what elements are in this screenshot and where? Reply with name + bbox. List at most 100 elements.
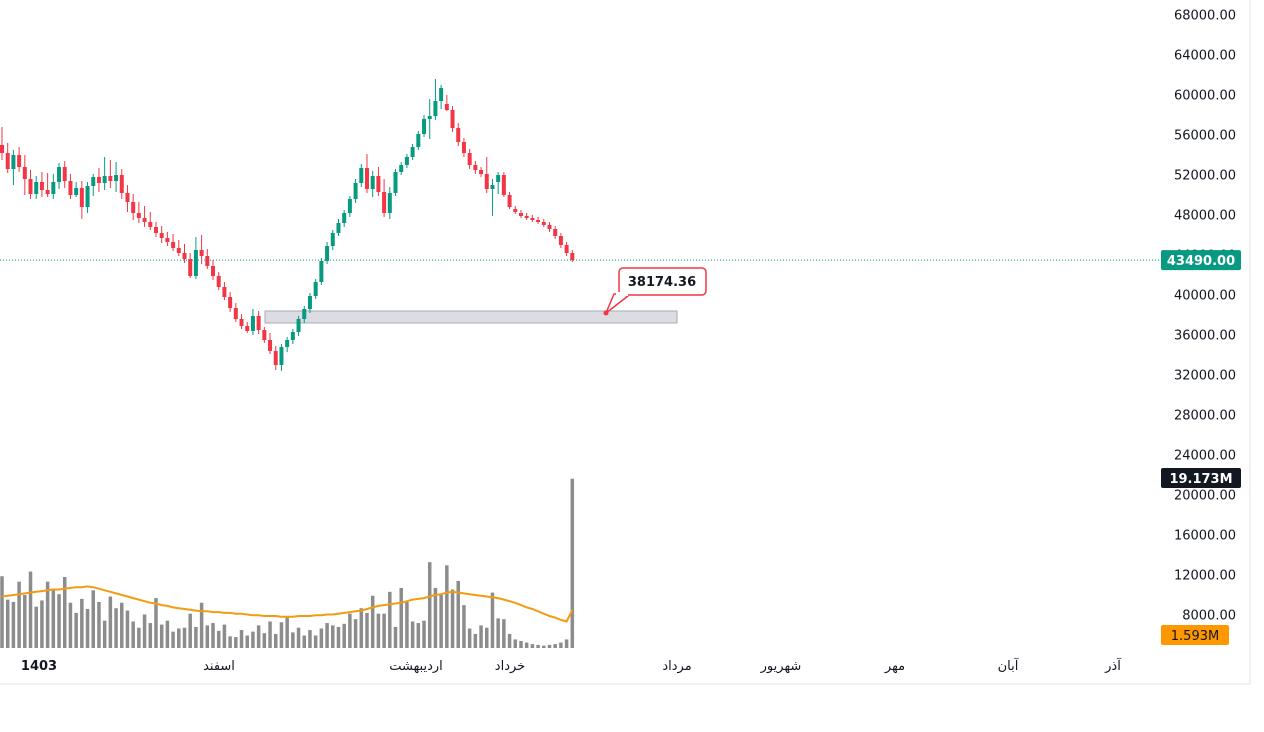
volume-bar <box>228 636 232 648</box>
support-zone-rect[interactable] <box>264 310 678 324</box>
volume-bar <box>11 601 16 648</box>
candle <box>250 309 255 335</box>
volume-bar <box>502 619 506 648</box>
volume-ma-badge: 1.593M <box>1161 625 1229 645</box>
candle <box>467 149 472 169</box>
volume-bar <box>296 627 301 648</box>
x-tick-label: اردیبهشت <box>389 659 443 674</box>
candle <box>216 272 221 290</box>
candle <box>444 95 449 111</box>
volume-bar <box>188 613 192 648</box>
volume-bar <box>45 581 50 648</box>
candle <box>382 179 387 217</box>
volume-bar <box>28 571 33 648</box>
volume-bar <box>496 618 500 648</box>
volume-bar <box>91 590 95 648</box>
volume-bar <box>427 562 432 648</box>
candle <box>404 154 409 168</box>
volume-bar <box>530 644 535 648</box>
volume-bar <box>524 642 529 648</box>
volume-bar <box>148 623 153 648</box>
candle <box>79 181 84 219</box>
candle <box>422 115 427 137</box>
volume-bar <box>313 635 318 648</box>
candle <box>439 85 444 109</box>
candle <box>11 150 16 185</box>
x-tick-label: خرداد <box>495 659 525 674</box>
y-tick-label: 36000.00 <box>1174 329 1236 344</box>
volume-bar <box>291 632 295 648</box>
candle <box>262 327 267 343</box>
candle <box>330 230 335 250</box>
candle <box>153 222 158 237</box>
y-tick-label: 12000.00 <box>1174 569 1236 584</box>
candle <box>370 171 375 197</box>
candle <box>325 242 330 264</box>
y-tick-label: 68000.00 <box>1174 9 1236 24</box>
candle <box>22 155 27 195</box>
volume-bar <box>125 610 130 648</box>
candle <box>148 212 153 230</box>
candle <box>359 164 364 187</box>
volume-bar <box>17 581 21 648</box>
volume-bar <box>319 628 324 648</box>
candle <box>165 232 170 246</box>
volume-bar <box>308 630 312 648</box>
volume-bar <box>194 626 198 648</box>
volume-bar <box>559 642 563 648</box>
candle <box>319 258 324 285</box>
candle <box>119 169 124 199</box>
candle <box>28 170 33 199</box>
candle <box>96 168 101 192</box>
candle <box>182 244 187 263</box>
candle <box>513 206 518 214</box>
volume-bar <box>251 631 255 648</box>
volume-bar <box>450 589 455 648</box>
volume-bar <box>325 623 329 648</box>
volume-badge: 19.173M <box>1161 468 1241 488</box>
x-tick-label: مهر <box>884 659 905 674</box>
volume-bar <box>137 627 141 648</box>
volume-bar <box>485 627 489 648</box>
candle <box>530 215 535 222</box>
y-tick-label: 52000.00 <box>1174 169 1236 184</box>
candle <box>507 192 512 209</box>
volume-bar <box>393 626 398 648</box>
candle <box>501 172 506 197</box>
candle <box>74 182 79 197</box>
candle <box>273 346 278 370</box>
x-tick-label: آبان <box>998 657 1020 674</box>
candle <box>114 162 119 192</box>
candle <box>410 144 415 160</box>
candle <box>233 303 238 322</box>
x-tick-label: اسفند <box>203 659 235 674</box>
candle <box>427 99 432 139</box>
volume-bar <box>422 620 426 648</box>
candle <box>285 337 290 352</box>
candle <box>364 154 369 193</box>
candle <box>387 187 392 219</box>
volume-bar <box>268 621 272 648</box>
candle <box>570 250 575 262</box>
volume-bar <box>262 633 267 648</box>
volume-bar <box>370 595 375 648</box>
volume-bar <box>348 613 352 648</box>
volume-bar <box>433 587 438 648</box>
volume-bar <box>405 601 409 648</box>
candle <box>484 157 489 193</box>
candle <box>131 194 136 220</box>
candle <box>290 329 295 344</box>
volume-ma-line <box>1 585 574 623</box>
candle <box>256 311 261 334</box>
volume-bar <box>399 587 403 648</box>
price-callout[interactable]: 38174.36 <box>603 267 707 316</box>
candle <box>296 316 301 336</box>
volume-bar <box>114 608 118 648</box>
candle <box>108 160 113 188</box>
candle <box>496 172 501 194</box>
volume-bar <box>85 609 90 648</box>
volume-bar <box>199 602 204 648</box>
candle <box>490 179 495 216</box>
volume-bar <box>445 565 449 648</box>
